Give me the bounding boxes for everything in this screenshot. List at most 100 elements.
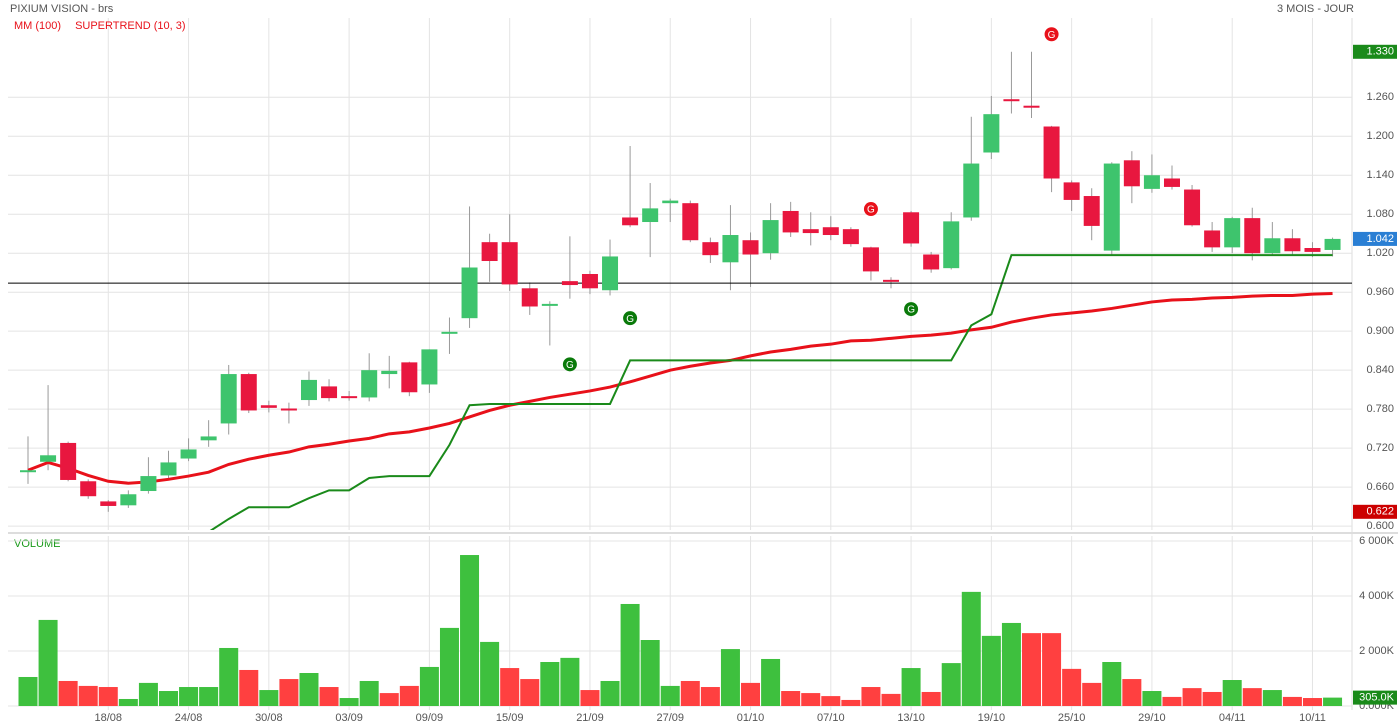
candle-body bbox=[722, 235, 739, 263]
volume-bar bbox=[720, 649, 740, 706]
price-tag-label: 1.042 bbox=[1366, 233, 1394, 245]
volume-bar bbox=[901, 668, 921, 706]
volume-bar bbox=[961, 591, 981, 706]
volume-bar bbox=[1001, 622, 1021, 706]
legend-label: SUPERTREND (10, 3) bbox=[75, 20, 185, 32]
volume-bar bbox=[1082, 682, 1102, 706]
y-tick-label: 0.720 bbox=[1366, 442, 1394, 454]
candle-body bbox=[441, 331, 458, 334]
panel-title: VOLUME bbox=[14, 538, 60, 550]
y-tick-label: 1.260 bbox=[1366, 91, 1394, 103]
candle-body bbox=[802, 229, 819, 234]
candle-body bbox=[642, 208, 659, 223]
candle-body bbox=[100, 501, 117, 506]
volume-bar bbox=[640, 640, 660, 706]
candle-body bbox=[602, 256, 619, 291]
volume-bar bbox=[1062, 668, 1082, 706]
volume-bar bbox=[500, 668, 520, 706]
candle-body bbox=[822, 227, 839, 236]
signal-marker bbox=[562, 357, 577, 372]
volume-bar bbox=[821, 696, 841, 706]
y-tick-label: 1.080 bbox=[1366, 208, 1394, 220]
volume-bar bbox=[239, 669, 259, 706]
x-tick-label: 30/08 bbox=[255, 712, 283, 724]
candle-body bbox=[903, 212, 920, 244]
candle-body bbox=[1284, 238, 1301, 252]
volume-bar bbox=[38, 619, 58, 706]
volume-bar bbox=[881, 693, 901, 706]
legend-label: MM (100) bbox=[14, 20, 61, 32]
candle-body bbox=[521, 288, 538, 307]
signal-label: G bbox=[626, 314, 634, 325]
volume-bar bbox=[1282, 696, 1302, 706]
volume-bar bbox=[460, 555, 480, 706]
volume-bar bbox=[259, 690, 279, 706]
period: 3 MOIS - JOUR bbox=[1277, 3, 1354, 15]
candle-body bbox=[1103, 163, 1120, 251]
y-tick-label: 0.780 bbox=[1366, 403, 1394, 415]
volume-bar bbox=[1302, 698, 1322, 706]
candle-body bbox=[60, 442, 77, 480]
volume-bar bbox=[861, 687, 881, 706]
signal-marker bbox=[1044, 27, 1059, 42]
volume-bar bbox=[1202, 691, 1222, 706]
x-tick-label: 13/10 bbox=[897, 712, 925, 724]
candle-body bbox=[401, 362, 418, 393]
volume-bar bbox=[439, 627, 459, 706]
candle-body bbox=[361, 370, 378, 398]
volume-bar bbox=[620, 603, 640, 706]
candle-body bbox=[1063, 182, 1080, 200]
candle-body bbox=[140, 476, 157, 492]
volume-bar bbox=[700, 687, 720, 706]
indicator-line bbox=[27, 291, 1333, 485]
candle-body bbox=[300, 379, 317, 401]
candle-body bbox=[1184, 189, 1201, 226]
price-tag-label: 305.0K bbox=[1359, 692, 1395, 704]
price-tag bbox=[1353, 231, 1397, 246]
y-tick-label: 2 000K bbox=[1359, 645, 1395, 657]
volume-bar bbox=[339, 698, 359, 706]
volume-bar bbox=[1122, 679, 1142, 706]
volume-bar bbox=[18, 676, 38, 706]
candle-body bbox=[702, 242, 719, 256]
candle-body bbox=[481, 242, 498, 262]
y-tick-label: 4 000K bbox=[1359, 590, 1395, 602]
y-tick-label: 0.900 bbox=[1366, 325, 1394, 337]
y-tick-label: 0.960 bbox=[1366, 286, 1394, 298]
price-tag-label: 1.330 bbox=[1366, 46, 1394, 58]
price-tag bbox=[1353, 44, 1397, 59]
volume-bar bbox=[1142, 691, 1162, 706]
price-tag-label: 0.622 bbox=[1366, 506, 1394, 518]
candle-body bbox=[1163, 178, 1180, 187]
volume-bar bbox=[941, 663, 961, 706]
volume-bar bbox=[419, 666, 439, 706]
volume-bar bbox=[600, 680, 620, 706]
signal-label: G bbox=[566, 360, 574, 371]
candle-body bbox=[160, 462, 177, 476]
candle-body bbox=[1083, 196, 1100, 226]
candle-body bbox=[1264, 238, 1281, 254]
candle-body bbox=[561, 281, 578, 286]
volume-bar bbox=[981, 635, 1001, 706]
y-tick-label: 1.140 bbox=[1366, 169, 1394, 181]
volume-bar bbox=[179, 687, 199, 706]
candle-body bbox=[321, 386, 338, 399]
candle-body bbox=[1123, 160, 1140, 187]
volume-bar bbox=[399, 685, 419, 706]
x-tick-label: 01/10 bbox=[737, 712, 765, 724]
candle-body bbox=[541, 303, 558, 306]
candle-body bbox=[983, 114, 1000, 153]
signal-label: G bbox=[867, 205, 875, 216]
x-tick-label: 07/10 bbox=[817, 712, 845, 724]
indicator-line bbox=[209, 254, 1333, 530]
x-tick-label: 09/09 bbox=[416, 712, 444, 724]
volume-bar bbox=[921, 691, 941, 706]
candle-body bbox=[341, 396, 358, 399]
x-tick-label: 25/10 bbox=[1058, 712, 1086, 724]
signal-marker bbox=[863, 202, 878, 217]
candle-body bbox=[1224, 218, 1241, 248]
volume-bar bbox=[480, 641, 500, 706]
chart-title: PIXIUM VISION - brs bbox=[10, 3, 114, 15]
